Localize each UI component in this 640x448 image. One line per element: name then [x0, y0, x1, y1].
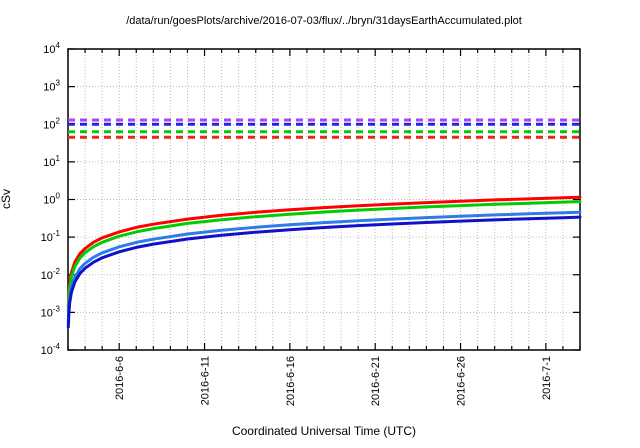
y-tick-label: 10-2	[41, 267, 61, 282]
x-tick-label: 2016-6-11	[200, 356, 212, 405]
data-curves	[66, 195, 582, 329]
y-tick-label: 101	[43, 154, 60, 169]
x-tick-label: 2016-7-1	[541, 356, 553, 400]
threshold-lines	[68, 118, 580, 139]
x-tick-label: 2016-6-21	[370, 356, 382, 406]
accumulated-lightblue-curve	[66, 210, 582, 324]
y-tick-label: 102	[43, 116, 60, 131]
x-tick-label: 2016-6-6	[114, 356, 126, 400]
x-tick-labels: 2016-6-6 2016-6-11 2016-6-16 2016-6-21 2016-…	[114, 356, 553, 406]
y-tick-label: 100	[43, 192, 60, 207]
y-tick-label: 103	[43, 79, 60, 94]
accumulated-red-curve	[66, 195, 582, 309]
plot-title: /data/run/goesPlots/archive/2016-07-03/f…	[126, 15, 522, 27]
x-axis-title: Coordinated Universal Time (UTC)	[231, 424, 417, 438]
y-tick-label: 104	[43, 41, 60, 56]
y-tick-labels: 104 103 102 101 100 10-1 10-2 10-3 10-4	[41, 41, 61, 357]
accumulated-darkblue-curve	[66, 215, 582, 329]
y-tick-label: 10-1	[41, 229, 61, 244]
y-tick-label: 10-3	[41, 304, 61, 319]
y-tick-label: 10-4	[41, 342, 61, 357]
plot-frame	[67, 48, 581, 351]
x-tick-label: 2016-6-16	[285, 356, 297, 406]
accumulated-green-curve	[66, 200, 582, 313]
x-tick-label: 2016-6-26	[456, 356, 468, 406]
